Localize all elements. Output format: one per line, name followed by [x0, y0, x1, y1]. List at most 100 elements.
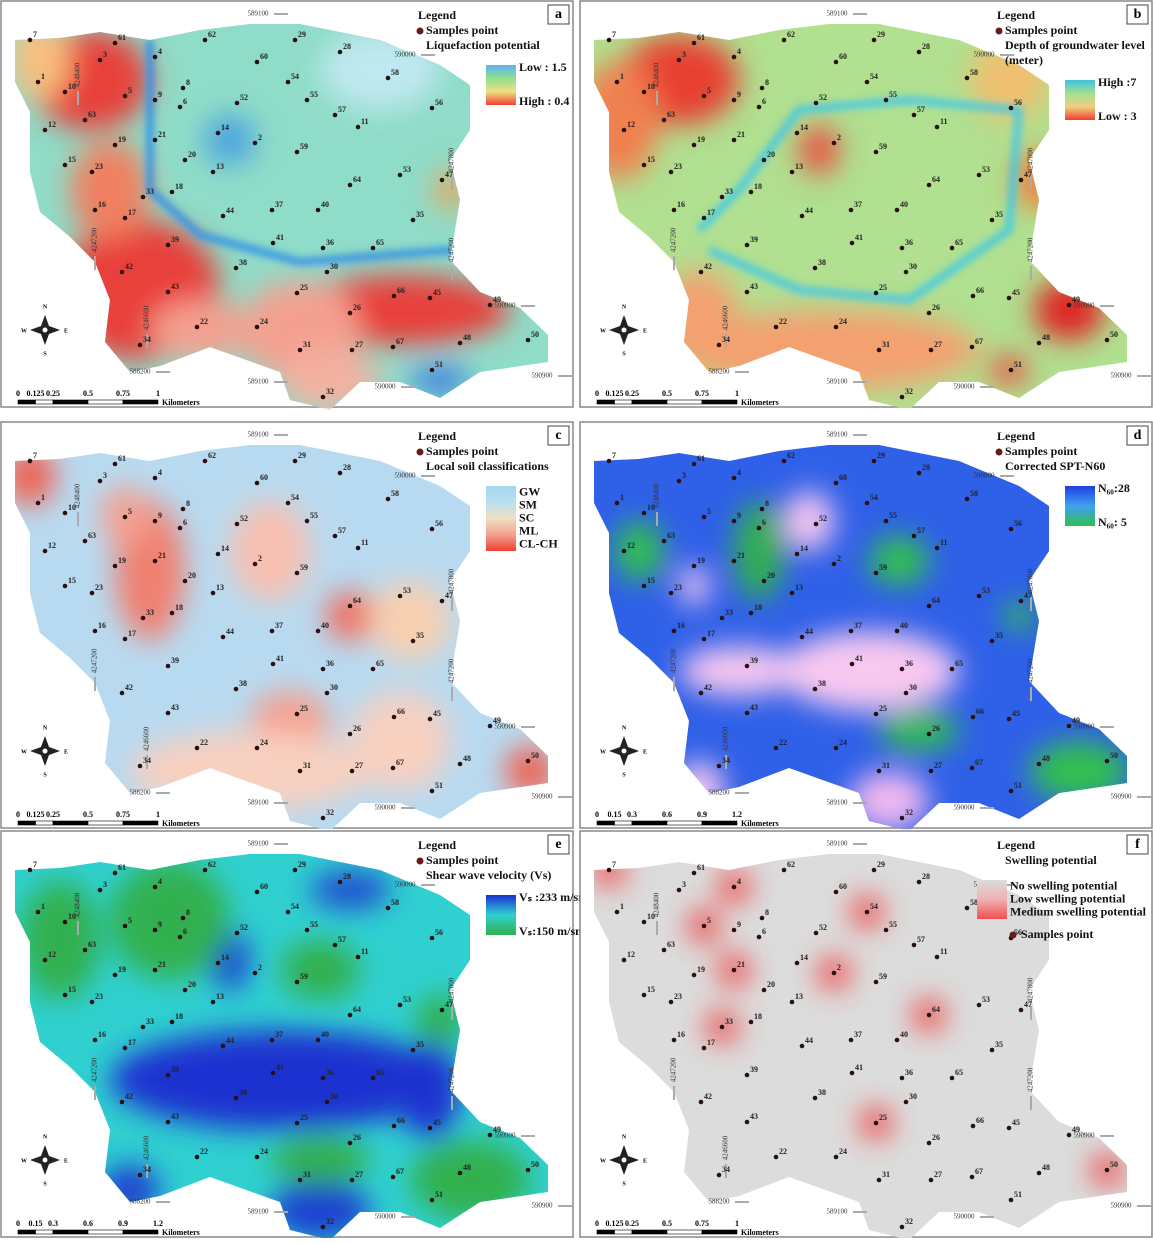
sample-point	[62, 919, 68, 925]
sample-point	[320, 245, 326, 251]
sample-label: 28	[343, 463, 351, 472]
sample-label: 60	[260, 473, 268, 482]
sample-label: 48	[463, 333, 471, 342]
sample-label: 48	[1042, 1163, 1050, 1172]
sample-label: 7	[612, 30, 616, 39]
scale-segment	[17, 399, 36, 405]
sample-label: 5	[707, 507, 711, 516]
legend-text: Samples point	[426, 23, 498, 37]
zone	[734, 501, 784, 601]
sample-label: 54	[870, 72, 878, 81]
sample-point	[899, 666, 905, 672]
scale-segment	[666, 820, 703, 826]
scale-segment	[87, 820, 124, 826]
sample-point	[194, 1154, 200, 1160]
sample-label: 61	[697, 33, 705, 42]
sample-point	[97, 478, 103, 484]
sample-label: 7	[33, 451, 37, 460]
sample-point	[297, 768, 303, 774]
sample-label: 29	[298, 451, 306, 460]
scale-segment	[614, 399, 633, 405]
sample-point	[332, 533, 338, 539]
scale-unit: Kilometers	[741, 398, 779, 407]
sample-label: 39	[750, 1065, 758, 1074]
sample-point	[928, 768, 934, 774]
sample-point	[1008, 367, 1014, 373]
sample-label: 26	[932, 303, 940, 312]
sample-point	[92, 207, 98, 213]
sample-label: 41	[276, 233, 284, 242]
sample-point	[641, 162, 647, 168]
sample-label: 5	[128, 86, 132, 95]
sample-label: 41	[276, 654, 284, 663]
compass-letter: E	[64, 328, 68, 334]
legend-ramp-label: Medium swelling potential	[1010, 904, 1147, 918]
sample-point	[220, 1043, 226, 1049]
legend-text: Samples point	[1005, 23, 1077, 37]
sample-point	[701, 215, 707, 221]
sample-label: 28	[922, 872, 930, 881]
sample-point	[701, 93, 707, 99]
scale-label: 0.3	[48, 1219, 58, 1228]
sample-label: 1	[41, 493, 45, 502]
coordinate-label: 4247200	[670, 227, 678, 252]
sample-label: 64	[353, 596, 361, 605]
sample-point	[252, 561, 258, 567]
sample-point	[304, 927, 310, 933]
sample-point	[701, 514, 707, 520]
sample-label: 27	[934, 1170, 942, 1179]
sample-label: 34	[722, 335, 730, 344]
sample-label: 59	[300, 563, 308, 572]
scale-segment	[17, 1229, 36, 1235]
legend-text: Liquefaction potential	[426, 38, 540, 52]
sample-label: 2	[258, 554, 262, 563]
sample-point	[903, 1099, 909, 1105]
sample-label: 20	[188, 150, 196, 159]
sample-point	[849, 240, 855, 246]
sample-label: 3	[682, 471, 686, 480]
coordinate-label: 4247200	[448, 658, 456, 683]
sample-label: 61	[118, 33, 126, 42]
sample-point	[292, 458, 298, 464]
sample-point	[429, 526, 435, 532]
sample-point	[848, 207, 854, 213]
sample-point	[210, 590, 216, 596]
sample-point	[899, 1075, 905, 1081]
sample-label: 38	[818, 258, 826, 267]
sample-point	[97, 887, 103, 893]
sample-point	[676, 57, 682, 63]
sample-label: 11	[361, 538, 369, 547]
sample-label: 62	[208, 451, 216, 460]
scale-label: 0.125	[27, 810, 45, 819]
sample-point	[964, 905, 970, 911]
sample-point	[1006, 1125, 1012, 1131]
sample-point	[716, 763, 722, 769]
sample-label: 9	[737, 511, 741, 520]
compass-letter: N	[43, 304, 48, 310]
sample-point	[210, 169, 216, 175]
sample-label: 24	[260, 1147, 268, 1156]
sample-label: 45	[433, 1118, 441, 1127]
scale-segment	[666, 399, 703, 405]
sample-point	[899, 394, 905, 400]
sample-label: 47	[1024, 1000, 1032, 1009]
sample-label: 13	[795, 992, 803, 1001]
sample-label: 23	[674, 583, 682, 592]
sample-point	[269, 1037, 275, 1043]
sample-label: 12	[627, 120, 635, 129]
sample-point	[429, 788, 435, 794]
sample-point	[744, 710, 750, 716]
sample-point	[42, 957, 48, 963]
sample-point	[152, 884, 158, 890]
sample-point	[876, 768, 882, 774]
coordinate-label: 588200	[709, 789, 731, 797]
sample-label: 23	[95, 583, 103, 592]
sample-label: 31	[882, 340, 890, 349]
sample-point	[926, 731, 932, 737]
sample-point	[337, 879, 343, 885]
sample-point	[831, 561, 837, 567]
legend-dot	[1009, 931, 1017, 939]
sample-point	[813, 930, 819, 936]
sample-point	[731, 54, 737, 60]
sample-point	[165, 242, 171, 248]
